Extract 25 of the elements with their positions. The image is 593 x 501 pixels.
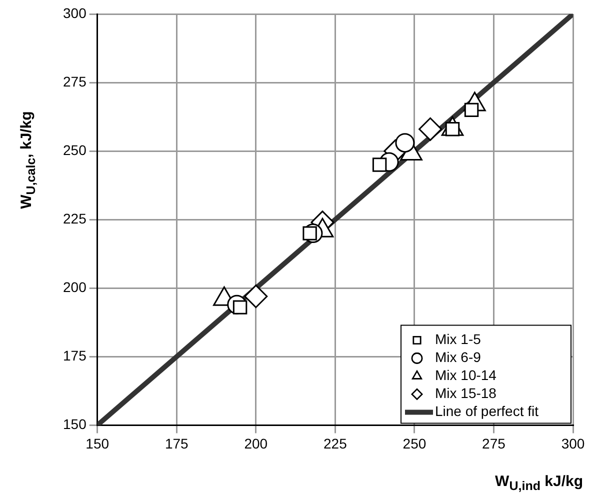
y-tick-label: 150 — [63, 416, 87, 432]
y-tick-label: 250 — [63, 142, 87, 158]
point — [418, 117, 442, 141]
x-tick-label: 225 — [324, 435, 348, 452]
point — [244, 284, 268, 308]
y-tick-label: 225 — [63, 210, 87, 226]
point — [464, 102, 479, 118]
legend-label: Line of perfect fit — [435, 403, 539, 420]
legend-label: Mix 6-9 — [435, 349, 482, 366]
legend-label: Mix 1-5 — [435, 331, 482, 348]
x-tick-label: 200 — [244, 435, 268, 452]
x-tick-label: 150 — [86, 435, 110, 452]
x-tick-label: 275 — [482, 435, 506, 452]
x-tick-label: 175 — [164, 435, 189, 452]
point — [372, 158, 387, 172]
point — [395, 133, 415, 153]
y-tick-label: 275 — [63, 73, 87, 90]
legend-label: Mix 10-14 — [435, 367, 497, 384]
y-tick-label: 175 — [63, 348, 87, 364]
y-tick-label: 200 — [63, 278, 87, 295]
x-tick-label: 300 — [561, 435, 585, 452]
x-tick-label: 250 — [402, 435, 426, 452]
x-axis-title: W$_{U,ind}$ kJ/kg — [495, 473, 583, 493]
legend-label: Mix 15-18 — [435, 385, 497, 402]
y-tick-label: 300 — [63, 4, 87, 21]
